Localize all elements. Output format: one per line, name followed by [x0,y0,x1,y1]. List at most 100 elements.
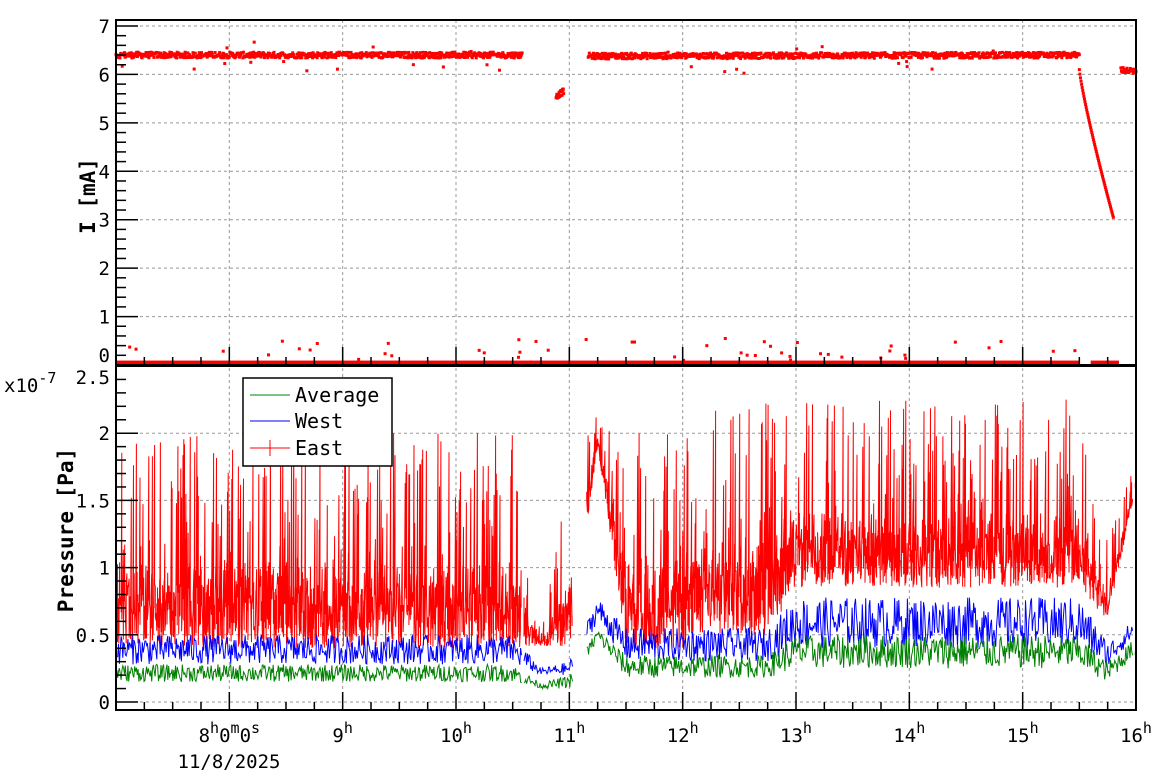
current-point [1019,53,1023,57]
current-point [486,54,490,58]
current-point [463,55,467,59]
current-point [241,56,245,60]
current-point [619,54,623,58]
x-tick-value: 14 [893,725,916,747]
current-point [200,51,204,55]
current-point [231,51,235,55]
current-point [1022,54,1026,58]
current-point [1084,103,1088,107]
top-y-tick-label: 2 [99,258,110,280]
current-point [1087,118,1091,122]
current-point [1047,53,1051,57]
current-point [445,51,449,55]
current-point [439,53,443,57]
current-point [933,51,937,55]
current-outlier-point [1051,349,1055,353]
current-point [371,45,375,49]
current-point [592,51,596,55]
current-point [1078,72,1082,76]
current-point [1098,163,1102,167]
current-outlier-point [390,354,394,358]
current-point [970,56,974,60]
current-point [848,56,852,60]
current-point [616,53,620,57]
current-point [790,56,794,60]
current-point [164,55,168,59]
current-point [175,56,179,60]
current-point [1082,94,1086,98]
current-point [705,55,709,59]
current-point [853,56,857,60]
current-point [386,54,390,58]
current-point [248,51,252,55]
current-point [262,56,266,60]
current-point [371,51,375,55]
bottom-y-tick-label: 1.5 [76,490,110,512]
current-point [426,52,430,56]
current-point [441,65,445,69]
current-point [1106,194,1110,198]
current-point [411,63,415,67]
current-point [1080,85,1084,89]
current-point [241,50,245,54]
current-point [905,65,909,69]
current-point [878,54,882,58]
current-point [872,56,876,60]
current-point [673,52,677,56]
current-point [678,51,682,55]
current-outlier-point [745,353,749,357]
current-point [975,52,979,56]
current-point [899,51,903,55]
current-point [1099,168,1103,172]
current-point [832,53,836,57]
current-point [505,55,509,59]
current-point [411,51,415,55]
current-point [815,51,819,55]
current-point [319,52,323,56]
current-outlier-point [633,340,637,344]
current-outlier-point [280,339,284,343]
current-point [654,56,658,60]
current-point [369,53,373,57]
current-point [749,56,753,60]
current-point [980,55,984,59]
current-point [739,57,743,61]
current-point [281,52,285,56]
current-point [130,54,134,58]
current-point [448,53,452,57]
current-point [304,56,308,60]
top-y-tick-label: 4 [99,161,110,183]
current-point [774,53,778,57]
current-outlier-point [739,351,743,355]
current-point [334,56,338,60]
current-point [777,51,781,55]
current-point [1061,53,1065,57]
current-point [592,54,596,58]
current-point [297,51,301,55]
current-point [1097,161,1101,165]
current-point [926,51,930,55]
current-point [404,55,408,59]
current-point [1015,51,1019,55]
current-point [818,54,822,58]
current-point [862,51,866,55]
current-point [1099,170,1103,174]
current-point [930,67,934,71]
current-point [421,50,425,54]
current-point [822,54,826,58]
current-point [1131,71,1135,75]
current-point [854,53,858,57]
current-outlier-point [546,348,550,352]
current-point [970,51,974,55]
current-point [227,55,231,59]
current-point [741,51,745,55]
current-point [791,52,795,56]
current-point [152,55,156,59]
current-point [896,56,900,60]
current-outlier-point [584,337,588,341]
current-point [370,55,374,59]
current-point [1088,123,1092,127]
current-point [1100,172,1104,176]
current-outlier-point [534,339,538,343]
current-point [843,51,847,55]
